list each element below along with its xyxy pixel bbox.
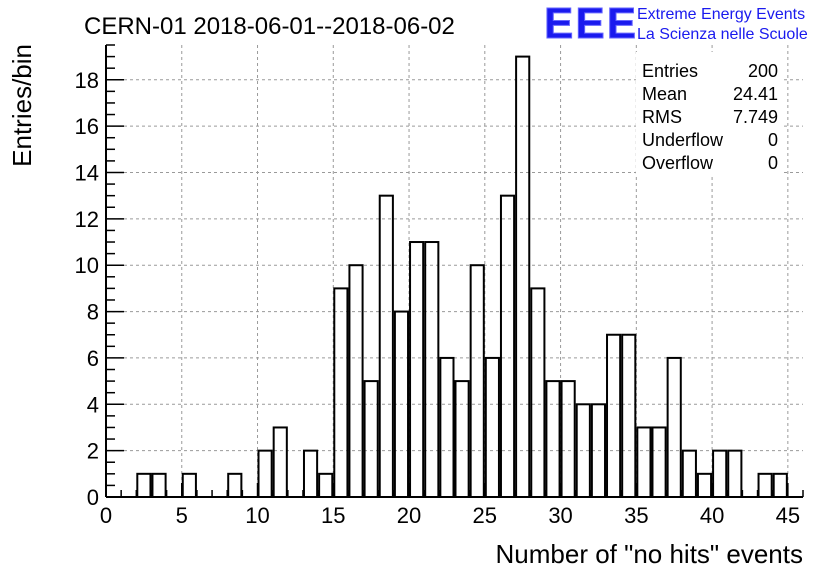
logo-line-2: La Scienza nelle Scuole: [637, 26, 808, 43]
histogram-bar: [348, 264, 364, 499]
stats-box-background: [636, 52, 782, 176]
stats-value: 0: [768, 130, 778, 150]
y-tick-label: 16: [75, 114, 99, 139]
y-tick-label: 6: [87, 346, 99, 371]
histogram-bar: [227, 472, 243, 499]
tick-labels: 0 5 10 15 20 25 30 35 40 45 0 2 4 6 8 10 12 14 16 18: [75, 68, 801, 528]
x-tick-label: 30: [548, 503, 572, 528]
histogram-bar: [439, 356, 455, 498]
axes: [105, 44, 804, 498]
histogram-bar: [151, 472, 167, 499]
x-tick-label: 20: [397, 503, 421, 528]
eee-logo-mark: EEE: [544, 0, 638, 48]
histogram-bar: [469, 264, 485, 499]
histogram-bar: [681, 449, 697, 498]
histogram-bar: [772, 472, 788, 499]
y-tick-label: 12: [75, 207, 99, 232]
y-tick-label: 0: [87, 485, 99, 510]
histogram-bar: [378, 194, 394, 499]
histogram-bar: [545, 380, 561, 499]
x-tick-label: 15: [321, 503, 345, 528]
stats-label: Entries: [642, 61, 698, 81]
y-tick-label: 2: [87, 439, 99, 464]
y-tick-label: 10: [75, 253, 99, 278]
x-tick-label: 35: [624, 503, 648, 528]
chart-title: CERN-01 2018-06-01--2018-06-02: [84, 13, 455, 40]
histogram-bar: [727, 449, 743, 498]
x-tick-label: 0: [100, 503, 112, 528]
histogram-bar: [530, 287, 546, 498]
stats-label: Underflow: [642, 130, 724, 150]
histogram-bar: [318, 472, 334, 499]
stats-value: 24.41: [733, 84, 778, 104]
stats-value: 7.749: [733, 107, 778, 127]
y-tick-label: 18: [75, 68, 99, 93]
histogram-bar: [606, 333, 622, 498]
histogram-bar: [712, 449, 728, 498]
eee-logo: EEE Extreme Energy Events La Scienza nel…: [544, 0, 808, 49]
histogram-bar: [257, 449, 273, 498]
histogram-bar: [666, 356, 682, 498]
histogram-bar: [409, 241, 425, 498]
stats-box: Entries 200 Mean 24.41 RMS 7.749 Underflow 0 Ove…: [636, 52, 782, 176]
stats-value: 0: [768, 153, 778, 173]
histogram-bar: [424, 241, 440, 498]
logo-line-1: Extreme Energy Events: [637, 6, 805, 23]
histogram-bar: [651, 426, 667, 499]
histogram-bar: [136, 472, 152, 499]
x-tick-label: 5: [176, 503, 188, 528]
stats-label: RMS: [642, 107, 682, 127]
histogram-bar: [621, 333, 637, 498]
y-tick-label: 14: [75, 160, 99, 185]
histogram-bar: [757, 472, 773, 499]
histogram-bar: [560, 380, 576, 499]
x-tick-label: 10: [245, 503, 269, 528]
x-tick-label: 40: [700, 503, 724, 528]
histogram-bar: [181, 472, 197, 499]
histogram-bar: [499, 194, 516, 499]
stats-label: Mean: [642, 84, 687, 104]
y-axis-label: Entries/bin: [7, 44, 37, 167]
histogram-bar: [515, 55, 531, 498]
histogram-bar: [484, 356, 500, 498]
histogram-bar: [696, 472, 713, 499]
y-tick-label: 4: [87, 392, 99, 417]
stats-value: 200: [748, 61, 778, 81]
x-tick-label: 25: [473, 503, 497, 528]
histogram-bar: [302, 449, 319, 498]
histogram-bar: [636, 426, 652, 499]
stats-label: Overflow: [642, 153, 714, 173]
histogram-bar: [333, 287, 349, 498]
x-axis-label: Number of "no hits" events: [496, 539, 804, 569]
histogram-bar: [363, 380, 379, 499]
y-tick-label: 8: [87, 300, 99, 325]
x-tick-label: 45: [776, 503, 800, 528]
histogram-bar: [454, 380, 470, 499]
histogram-bar: [272, 426, 288, 499]
